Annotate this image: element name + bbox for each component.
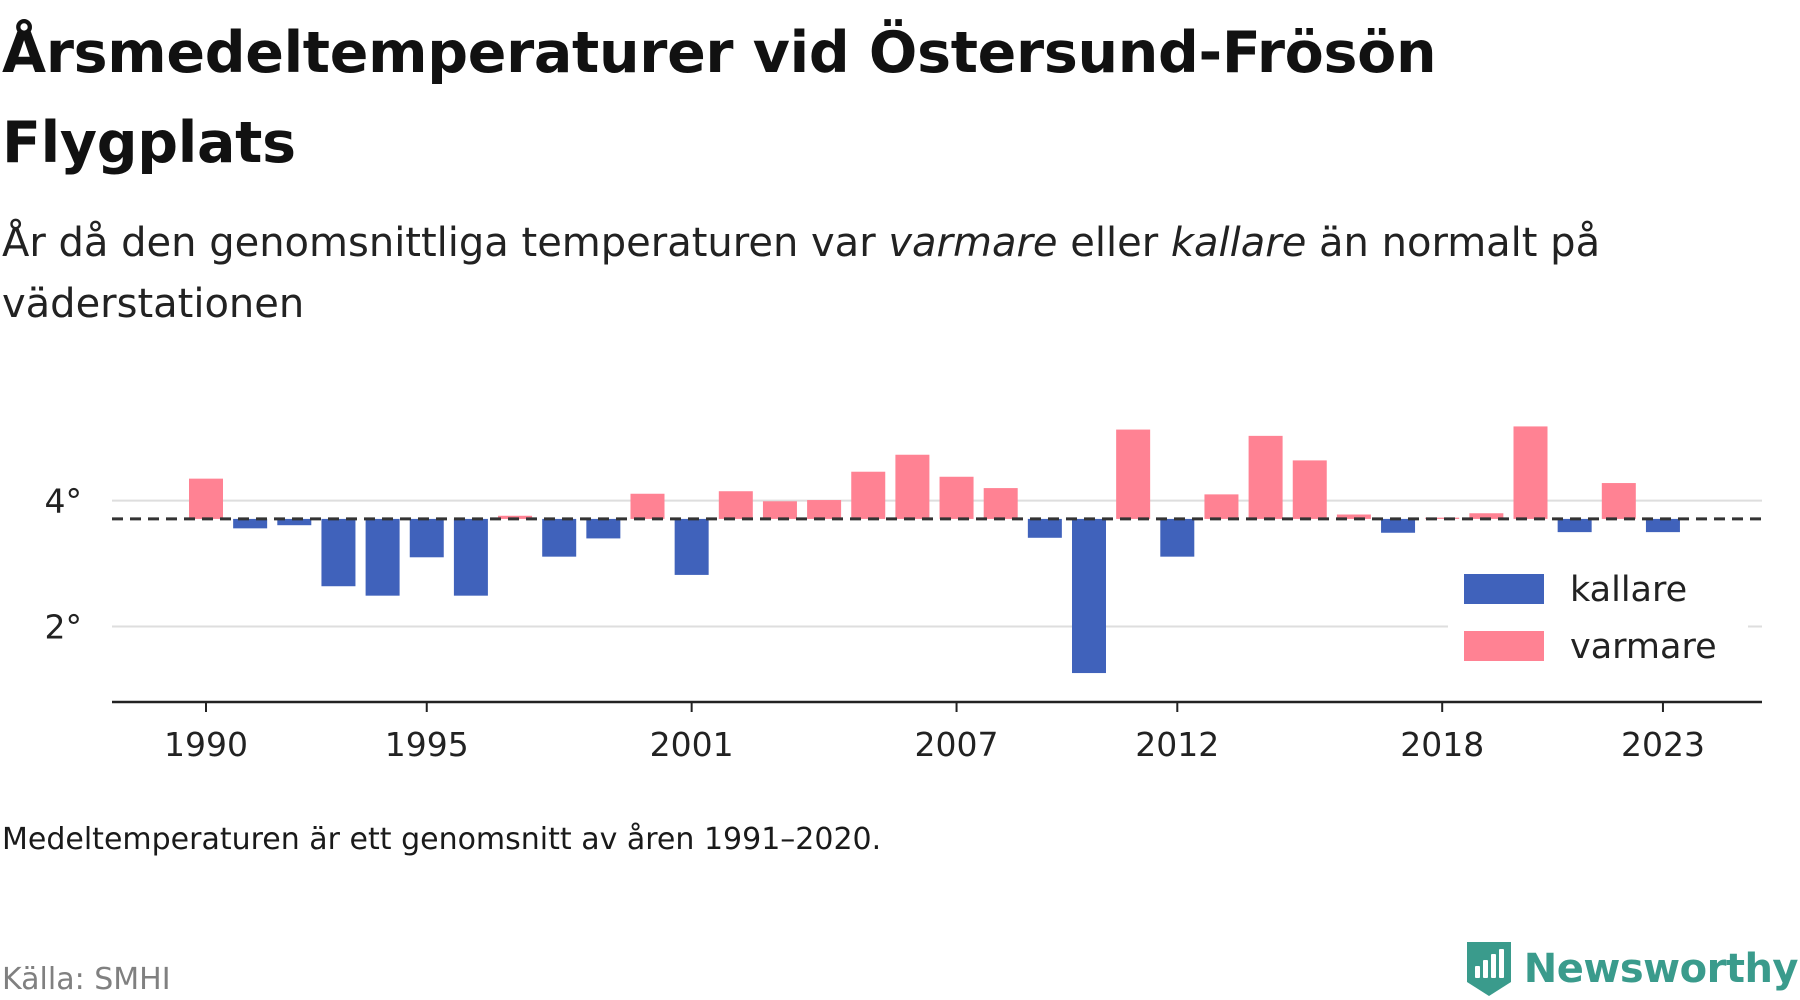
brand-logo: Newsworthy — [1464, 940, 1799, 998]
bar-warmer — [1116, 429, 1151, 519]
x-tick-label: 2012 — [1135, 725, 1219, 764]
x-tick-label: 2007 — [915, 725, 999, 764]
bar-colder — [277, 518, 312, 526]
bar-colder — [453, 518, 488, 596]
subtitle-warm-word: varmare — [888, 220, 1058, 266]
legend-label: varmare — [1570, 627, 1717, 667]
bar-warmer — [1204, 494, 1239, 519]
bar-warmer — [1292, 460, 1327, 519]
bar-colder — [233, 518, 268, 529]
bar-colder — [1381, 518, 1416, 533]
bar-colder — [1072, 518, 1106, 674]
temperature-bar-chart: 2° 4° 1990 1995 2001 2007 2012 2018 2023 kallare v… — [45, 426, 1762, 764]
bar-warmer — [189, 478, 223, 519]
bar-warmer — [1425, 517, 1460, 519]
bar-warmer — [718, 491, 753, 519]
x-tick-label: 2023 — [1621, 725, 1705, 764]
subtitle-text: År då den genomsnittliga temperaturen va… — [2, 220, 889, 266]
bar-colder — [1160, 518, 1195, 557]
bar-warmer — [851, 471, 886, 519]
bar-warmer — [630, 493, 665, 519]
bar-colder — [321, 518, 356, 587]
bar-colder — [586, 518, 621, 539]
bar-warmer — [983, 488, 1018, 519]
bar-warmer — [1336, 514, 1371, 519]
subtitle-cold-word: kallare — [1170, 220, 1307, 266]
bar-warmer — [939, 476, 974, 519]
newsworthy-logo-icon — [1466, 942, 1511, 996]
brand-name: Newsworthy — [1523, 946, 1799, 992]
x-tick-label: 2018 — [1400, 725, 1484, 764]
bar-colder — [1645, 518, 1680, 533]
chart-title: Årsmedeltemperaturer vid Östersund-Frösö… — [2, 20, 1437, 176]
bar-colder — [1557, 518, 1592, 533]
bar-warmer — [807, 500, 842, 519]
bar-colder — [365, 518, 400, 596]
bar-warmer — [1248, 435, 1283, 519]
legend-label: kallare — [1570, 570, 1687, 610]
source-label: Källa: SMHI — [2, 962, 171, 997]
x-tick-label: 2001 — [650, 725, 734, 764]
bar-warmer — [498, 515, 533, 519]
bar-colder — [409, 518, 444, 558]
subtitle-text: eller — [1057, 220, 1171, 266]
subtitle-text: än normalt på väderstationen — [2, 220, 1601, 327]
x-tick-label: 1990 — [164, 725, 248, 764]
legend-swatch — [1464, 574, 1544, 604]
bar-warmer — [1601, 483, 1636, 519]
chart-note: Medeltemperaturen är ett genomsnitt av å… — [2, 822, 882, 857]
bar-colder — [542, 518, 577, 557]
legend-swatch — [1464, 631, 1544, 661]
y-tick-label: 4° — [45, 482, 83, 521]
bar-warmer — [1513, 426, 1548, 519]
bar-colder — [674, 518, 709, 575]
bar-warmer — [895, 454, 930, 519]
chart-subtitle: År då den genomsnittliga temperaturen va… — [2, 213, 1782, 335]
bar-colder — [1027, 518, 1062, 538]
y-tick-label: 2° — [45, 608, 83, 647]
bar-warmer — [1469, 513, 1504, 519]
bar-warmer — [762, 501, 797, 519]
x-tick-label: 1995 — [385, 725, 469, 764]
